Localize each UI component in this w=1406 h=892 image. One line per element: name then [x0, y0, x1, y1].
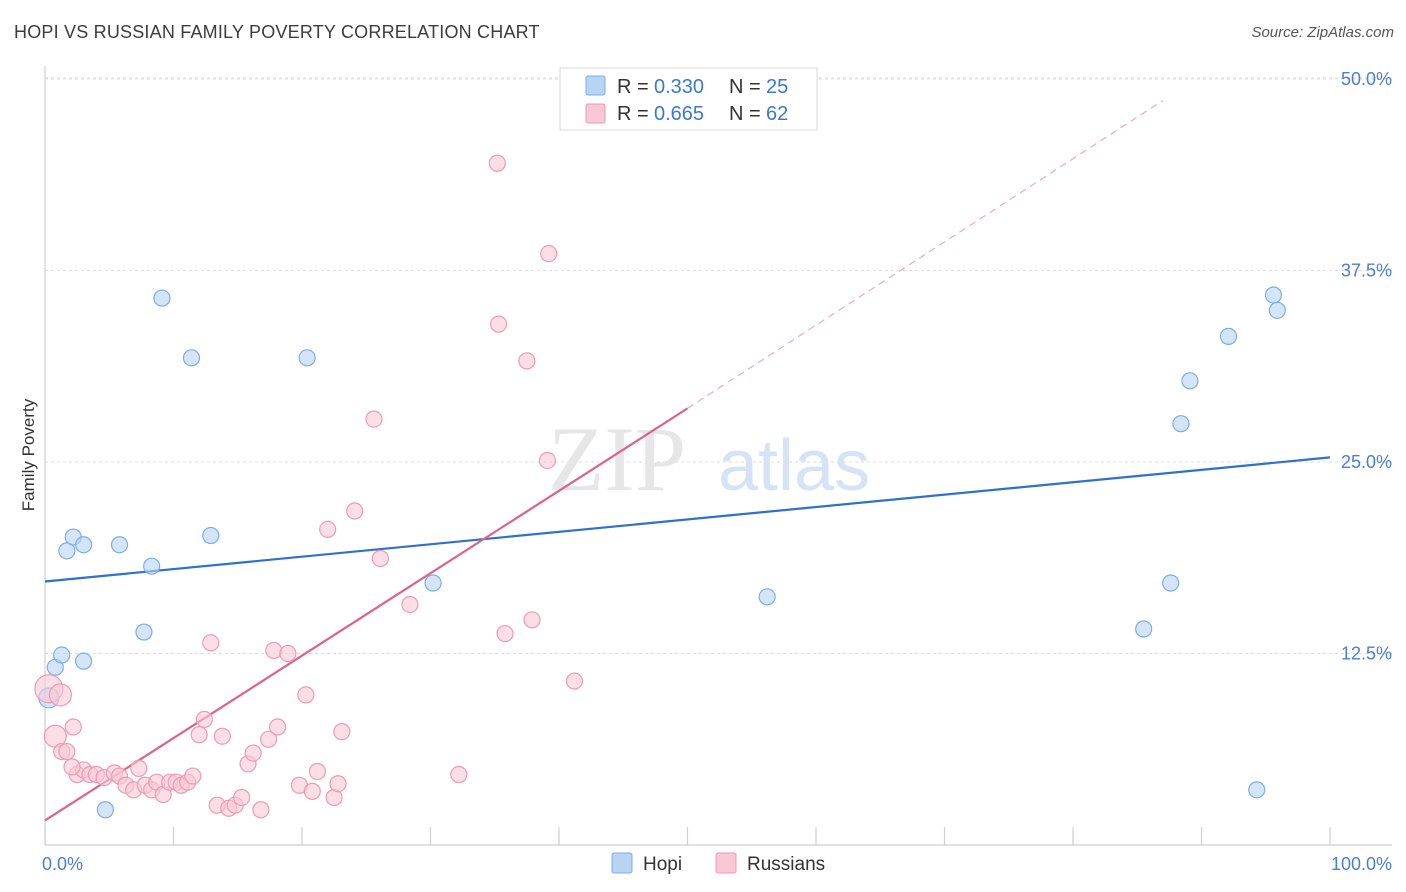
russians-point	[297, 686, 315, 704]
bottom-legend-russians-label: Russians	[747, 854, 825, 875]
russians-point	[565, 672, 584, 690]
russians-point	[523, 611, 541, 629]
legend-russians-n-label: N =	[729, 103, 761, 125]
legend-hopi-swatch	[585, 75, 606, 96]
russians-point	[213, 727, 231, 745]
bottom-legend-russians-swatch	[715, 852, 737, 874]
russians-point	[279, 644, 297, 663]
legend-russians-n-value: 62	[766, 103, 788, 125]
x-tick-label: 0.0%	[42, 854, 83, 874]
hopi-point	[758, 588, 776, 606]
hopi-point	[1248, 781, 1266, 799]
russians-point	[202, 634, 220, 652]
source-label: Source: ZipAtlas.com	[1251, 24, 1394, 41]
russians-point	[244, 744, 262, 762]
russians-point	[64, 718, 82, 736]
hopi-point	[1172, 415, 1190, 433]
hopi-point	[96, 801, 114, 819]
russians-point	[538, 451, 557, 470]
legend-russians-swatch	[585, 103, 606, 124]
gridlines	[45, 77, 1392, 654]
hopi-point	[74, 536, 93, 554]
hopi-point	[1162, 574, 1180, 592]
legend-russians-r-label: R =	[617, 103, 649, 125]
russians-point	[488, 154, 506, 172]
russians-point	[346, 502, 364, 520]
hopi-point	[143, 557, 161, 575]
data-points	[34, 154, 1286, 819]
hopi-point	[424, 574, 442, 592]
russians-point	[371, 549, 389, 568]
russians-point	[130, 759, 148, 778]
hopi-point	[153, 289, 171, 307]
legend-hopi-r-value: 0.330	[654, 76, 704, 98]
bottom-legend-hopi-label: Hopi	[643, 854, 682, 875]
hopi-point	[135, 623, 153, 641]
russians-point	[265, 641, 283, 660]
russians-point	[401, 595, 419, 614]
russians-point	[259, 730, 278, 748]
russians-point	[190, 726, 208, 744]
tick-labels: 12.5% 25.0% 37.5% 50.0% 0.0% 100.0%	[42, 69, 1392, 874]
chart-title: HOPI VS RUSSIAN FAMILY POVERTY CORRELATI…	[14, 22, 540, 42]
russians-point	[365, 410, 383, 428]
bottom-legend: Hopi Russians	[611, 852, 825, 875]
russians-trend-extension	[687, 99, 1164, 409]
hopi-point	[182, 349, 201, 367]
russians-point	[496, 624, 514, 643]
russians-point	[195, 710, 213, 728]
russians-point	[450, 765, 468, 784]
hopi-point	[298, 349, 316, 367]
trend-lines	[44, 99, 1331, 822]
watermark-atlas: atlas	[718, 426, 870, 506]
y-tick-label: 37.5%	[1341, 261, 1392, 281]
russians-point	[308, 762, 327, 781]
russians-point	[58, 742, 76, 761]
hopi-point	[1264, 286, 1283, 304]
y-tick-label: 25.0%	[1341, 452, 1392, 472]
russians-point	[518, 352, 536, 370]
russians-point	[540, 245, 558, 263]
russians-point	[490, 315, 508, 333]
hopi-point	[1181, 372, 1199, 390]
russians-point	[319, 520, 337, 539]
russians-point	[184, 767, 202, 785]
hopi-point	[110, 536, 129, 554]
legend: R = 0.330 N = 25 R = 0.665 N = 62	[559, 67, 818, 131]
russians-point	[333, 723, 351, 741]
russians-point	[233, 788, 251, 807]
legend-hopi-n-label: N =	[729, 76, 761, 98]
hopi-trend-line	[44, 456, 1331, 583]
y-axis-title: Family Poverty	[19, 398, 38, 511]
russians-trend-line	[44, 407, 689, 822]
bottom-legend-hopi-swatch	[611, 852, 633, 874]
hopi-point	[1219, 327, 1238, 345]
russians-point	[268, 718, 287, 736]
hopi-point	[53, 646, 71, 664]
axes	[44, 66, 1392, 846]
russians-point	[303, 782, 321, 800]
legend-hopi-n-value: 25	[766, 76, 788, 98]
x-tick-label: 100.0%	[1331, 854, 1392, 874]
hopi-point	[202, 526, 220, 545]
hopi-point	[58, 542, 76, 560]
russians-point	[63, 758, 81, 776]
russians-point	[48, 683, 73, 707]
y-tick-label: 12.5%	[1341, 644, 1392, 664]
russians-point	[252, 801, 270, 819]
y-tick-label: 50.0%	[1341, 69, 1392, 89]
russians-point	[329, 775, 347, 793]
hopi-point	[1268, 301, 1286, 319]
legend-russians-r-value: 0.665	[654, 103, 704, 125]
hopi-point	[1135, 620, 1153, 638]
hopi-point	[74, 652, 93, 670]
legend-hopi-r-label: R =	[617, 76, 649, 98]
